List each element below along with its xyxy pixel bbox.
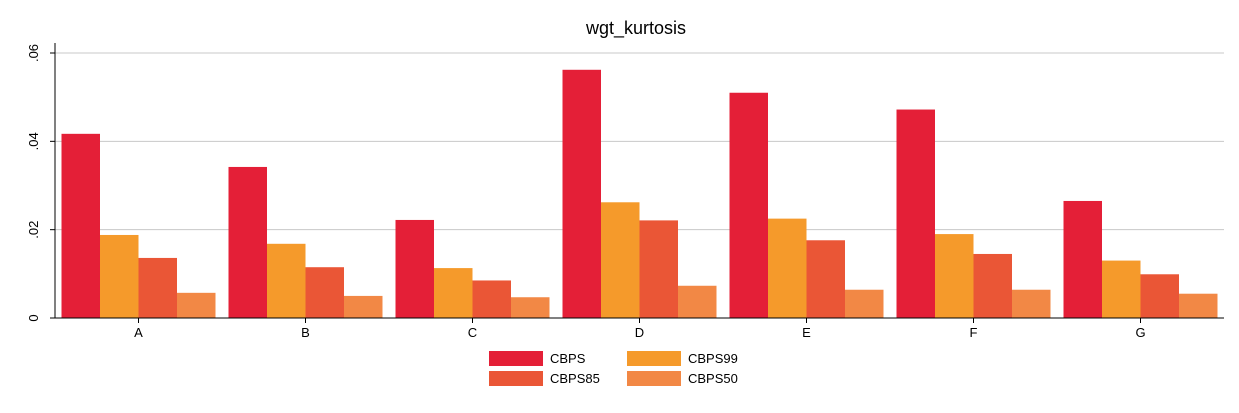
chart-title: wgt_kurtosis bbox=[585, 18, 686, 39]
x-tick-label: G bbox=[1135, 325, 1145, 340]
bar-cbps-a bbox=[61, 133, 100, 318]
y-tick-label: 0 bbox=[26, 314, 41, 321]
bar-cbps85-b bbox=[305, 267, 344, 318]
bar-cbps85-d bbox=[639, 220, 678, 318]
legend-label-cbps: CBPS bbox=[550, 351, 586, 366]
bar-cbps99-d bbox=[601, 202, 640, 318]
y-tick-label: .04 bbox=[26, 132, 41, 150]
bar-cbps-d bbox=[562, 69, 601, 319]
bar-cbps85-a bbox=[138, 257, 177, 318]
x-axis: A B C D E F G bbox=[55, 317, 1224, 340]
bar-cbps50-a bbox=[177, 292, 216, 318]
legend: CBPS CBPS99 CBPS85 CBPS50 bbox=[489, 351, 738, 386]
bar-cbps-e bbox=[729, 92, 768, 318]
bar-cbps99-b bbox=[267, 243, 306, 318]
bar-cbps85-g bbox=[1140, 274, 1179, 318]
bar-cbps99-e bbox=[768, 218, 807, 318]
bar-cbps-c bbox=[395, 219, 434, 318]
bars bbox=[61, 69, 1218, 319]
legend-swatch-cbps99 bbox=[627, 351, 681, 366]
x-tick-label: F bbox=[970, 325, 978, 340]
bar-cbps50-e bbox=[845, 289, 884, 318]
bar-cbps99-f bbox=[935, 234, 974, 318]
bar-cbps-b bbox=[228, 166, 267, 318]
legend-swatch-cbps50 bbox=[627, 371, 681, 386]
bar-cbps-f bbox=[896, 109, 935, 319]
legend-swatch-cbps85 bbox=[489, 371, 543, 386]
x-tick-label: C bbox=[468, 325, 477, 340]
x-tick-label: D bbox=[635, 325, 644, 340]
bar-cbps85-e bbox=[806, 240, 845, 318]
y-tick-label: .02 bbox=[26, 221, 41, 239]
bar-cbps85-f bbox=[973, 253, 1012, 318]
bar-cbps50-c bbox=[511, 297, 550, 318]
bar-cbps50-g bbox=[1179, 293, 1218, 318]
bar-cbps99-a bbox=[100, 234, 139, 318]
x-tick-label: E bbox=[802, 325, 811, 340]
bar-cbps50-f bbox=[1012, 289, 1051, 318]
legend-label-cbps85: CBPS85 bbox=[550, 371, 600, 386]
bar-cbps50-b bbox=[344, 295, 383, 318]
bar-cbps99-c bbox=[434, 268, 473, 318]
bar-cbps50-d bbox=[678, 285, 717, 318]
bar-cbps-g bbox=[1063, 200, 1102, 318]
x-tick-label: A bbox=[134, 325, 143, 340]
bar-cbps85-c bbox=[472, 280, 511, 318]
bar-cbps99-g bbox=[1102, 260, 1141, 318]
legend-label-cbps50: CBPS50 bbox=[688, 371, 738, 386]
y-tick-label: .06 bbox=[26, 44, 41, 62]
legend-swatch-cbps bbox=[489, 351, 543, 366]
x-tick-label: B bbox=[301, 325, 310, 340]
legend-label-cbps99: CBPS99 bbox=[688, 351, 738, 366]
y-axis: 0 .02 .04 .06 bbox=[26, 43, 56, 322]
